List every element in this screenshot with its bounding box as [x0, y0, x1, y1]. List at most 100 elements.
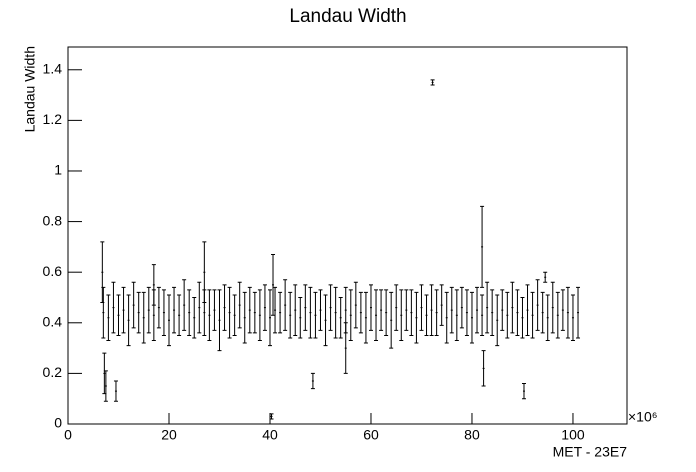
- error-bar: [310, 372, 315, 390]
- error-bar: [530, 291, 535, 339]
- error-bar: [414, 291, 419, 344]
- error-bar: [308, 286, 313, 339]
- y-tick-label: 1.4: [43, 60, 63, 76]
- error-bar: [288, 291, 293, 339]
- error-bar: [545, 294, 550, 342]
- y-tick-label: 0.4: [43, 313, 63, 329]
- error-bar: [106, 294, 111, 342]
- error-bar: [161, 289, 166, 336]
- error-bar: [363, 291, 368, 344]
- error-bar: [444, 291, 449, 344]
- error-bar: [525, 284, 530, 336]
- error-bar: [283, 279, 288, 331]
- error-bar: [121, 286, 126, 334]
- y-tick-label: 0: [54, 415, 62, 431]
- error-bar: [257, 289, 262, 342]
- error-bar: [368, 284, 373, 331]
- error-bar: [192, 296, 197, 339]
- error-bar: [177, 294, 182, 336]
- error-bar: [232, 294, 237, 336]
- error-bar: [303, 284, 308, 331]
- error-bar: [439, 284, 444, 326]
- error-bar: [495, 294, 500, 347]
- x-tick-label: 0: [64, 427, 72, 443]
- error-bar: [318, 289, 323, 331]
- error-bar: [100, 241, 105, 304]
- error-bar: [430, 79, 435, 86]
- error-bar: [475, 286, 480, 334]
- error-bar: [505, 291, 510, 339]
- error-bar: [404, 289, 409, 331]
- y-tick-label: 0.8: [43, 212, 63, 228]
- error-bar: [358, 291, 363, 334]
- error-bar: [485, 281, 490, 334]
- error-bar: [374, 289, 379, 342]
- error-bar: [469, 291, 474, 344]
- error-bar: [217, 289, 222, 352]
- error-bar: [187, 289, 192, 336]
- error-bar: [521, 383, 526, 400]
- error-bar: [166, 294, 171, 347]
- error-bar: [111, 281, 116, 334]
- error-bar: [222, 284, 227, 331]
- error-bar: [247, 286, 252, 334]
- error-bar: [379, 289, 384, 331]
- error-bar: [102, 352, 107, 395]
- error-bar: [394, 284, 399, 331]
- error-bar: [540, 291, 545, 334]
- y-tick-label: 0.6: [43, 263, 63, 279]
- error-bar: [434, 289, 439, 336]
- y-tick-label: 1: [54, 162, 62, 178]
- error-bar: [343, 322, 348, 374]
- error-bar: [151, 264, 156, 306]
- error-bar: [113, 380, 118, 402]
- error-bar: [459, 286, 464, 329]
- error-bar: [252, 291, 257, 334]
- error-bar: [278, 291, 283, 334]
- error-bar: [480, 205, 485, 288]
- y-tick-label: 1.2: [43, 111, 63, 127]
- error-bar: [464, 289, 469, 336]
- error-bar: [242, 291, 247, 344]
- error-bar: [419, 284, 424, 331]
- error-bar: [156, 286, 161, 329]
- error-bar: [565, 286, 570, 339]
- error-bar: [131, 281, 136, 329]
- error-bar: [515, 289, 520, 336]
- error-bar: [126, 294, 131, 347]
- error-bar: [207, 289, 212, 342]
- error-bar: [298, 296, 303, 339]
- x-tick-label: 40: [262, 427, 278, 443]
- y-tick-label: 0.2: [43, 364, 63, 380]
- error-bar: [262, 284, 267, 331]
- error-bar: [384, 289, 389, 336]
- error-bar: [212, 289, 217, 331]
- error-bar: [409, 289, 414, 336]
- error-bar: [103, 370, 108, 402]
- error-bar: [101, 286, 106, 339]
- error-bar: [576, 286, 581, 339]
- error-bar: [197, 281, 202, 334]
- error-bar: [172, 286, 177, 334]
- error-bar: [273, 286, 278, 334]
- error-bar: [338, 296, 343, 339]
- error-bar: [328, 284, 333, 331]
- error-bar: [500, 289, 505, 331]
- error-bar: [146, 286, 151, 334]
- error-bar: [535, 279, 540, 331]
- error-bar: [227, 286, 232, 339]
- error-bar: [424, 294, 429, 336]
- error-bar: [543, 271, 548, 283]
- plot-frame: [67, 46, 628, 425]
- error-bar: [182, 279, 187, 331]
- x-exponent: ×10⁶: [628, 409, 658, 425]
- error-bar: [348, 289, 353, 342]
- error-bar: [560, 289, 565, 331]
- error-bar: [481, 350, 486, 387]
- y-axis-label: Landau Width: [22, 46, 38, 132]
- error-bar: [480, 294, 485, 336]
- x-tick-label: 20: [161, 427, 177, 443]
- x-axis-label: MET - 23E7: [553, 444, 628, 460]
- error-bar: [333, 286, 338, 339]
- x-tick-label: 80: [464, 427, 480, 443]
